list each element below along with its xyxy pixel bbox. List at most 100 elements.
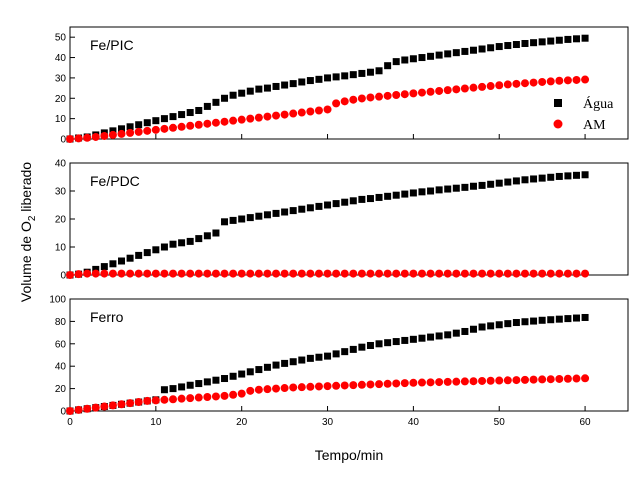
data-point xyxy=(418,188,426,196)
y-tick-label: 10 xyxy=(55,114,67,125)
y-tick-label: 30 xyxy=(55,73,67,84)
data-point xyxy=(169,240,177,248)
data-point xyxy=(289,269,298,278)
plot-frame xyxy=(69,26,629,140)
y-tick-label: 40 xyxy=(55,362,67,373)
data-point xyxy=(555,172,563,180)
data-point xyxy=(349,95,358,104)
data-point xyxy=(486,376,495,385)
y-tick-label: 20 xyxy=(55,94,67,105)
data-point xyxy=(229,91,237,99)
data-point xyxy=(246,386,255,395)
data-point xyxy=(529,78,538,87)
data-point xyxy=(272,269,281,278)
data-point xyxy=(452,329,460,337)
data-point xyxy=(401,56,409,64)
data-point xyxy=(427,187,435,195)
data-point xyxy=(564,35,572,43)
data-point xyxy=(109,127,117,135)
data-point xyxy=(357,269,366,278)
data-point xyxy=(212,376,220,384)
data-point xyxy=(349,269,358,278)
data-point xyxy=(530,175,538,183)
data-point xyxy=(246,87,254,95)
data-point xyxy=(521,39,529,47)
data-point xyxy=(297,108,306,117)
data-point xyxy=(572,171,580,179)
data-point xyxy=(392,338,400,346)
data-point xyxy=(435,332,443,340)
y-tick-label: 40 xyxy=(55,159,67,170)
data-point xyxy=(74,134,83,143)
data-point xyxy=(581,171,589,179)
data-point xyxy=(195,235,203,243)
data-point xyxy=(392,269,401,278)
data-point xyxy=(547,316,555,324)
data-point xyxy=(237,269,246,278)
data-point xyxy=(263,363,271,371)
data-point xyxy=(108,401,117,410)
data-point xyxy=(366,269,375,278)
data-point xyxy=(324,201,332,209)
data-point xyxy=(392,58,400,66)
x-tick-label: 40 xyxy=(408,417,420,428)
data-point xyxy=(237,389,246,398)
legend-label: AM xyxy=(583,118,606,133)
data-point xyxy=(392,379,401,388)
data-point xyxy=(460,269,469,278)
data-point xyxy=(272,209,280,217)
data-point xyxy=(212,98,220,106)
data-point xyxy=(444,185,452,193)
data-point xyxy=(366,341,374,349)
data-point xyxy=(160,115,168,123)
data-point xyxy=(564,315,572,323)
data-point xyxy=(452,377,461,386)
data-point xyxy=(211,269,220,278)
data-point xyxy=(297,383,306,392)
data-point xyxy=(254,269,263,278)
data-point xyxy=(487,44,495,52)
data-point xyxy=(521,318,529,326)
data-point xyxy=(178,383,186,391)
data-point xyxy=(469,269,478,278)
panel-ferro: 0 20 40 60 80 100 0 10 20 30 40 50 60 Ferro xyxy=(49,295,629,428)
data-point xyxy=(169,113,177,121)
legend: Água AM xyxy=(553,95,614,133)
data-point xyxy=(255,212,263,220)
data-point xyxy=(572,314,580,322)
data-point xyxy=(118,257,126,265)
y-axis-label: Volume de O2 liberado xyxy=(18,162,38,302)
data-point xyxy=(229,116,238,125)
data-point xyxy=(409,89,418,98)
data-point xyxy=(117,400,126,409)
data-point xyxy=(160,243,168,251)
x-tick-label: 0 xyxy=(67,417,73,428)
panel-fe-pic: 0 10 20 30 40 50 Fe/PIC xyxy=(55,26,629,146)
data-point xyxy=(91,132,100,141)
data-point xyxy=(272,361,280,369)
legend-label: Água xyxy=(583,95,614,112)
data-point xyxy=(452,49,460,57)
y-tick-label: 0 xyxy=(60,407,66,418)
data-point xyxy=(469,182,477,190)
data-point xyxy=(478,269,487,278)
y-tick-label: 80 xyxy=(55,317,67,328)
data-point xyxy=(383,269,392,278)
data-point xyxy=(375,193,383,201)
data-point xyxy=(581,34,589,42)
data-point xyxy=(555,36,563,44)
data-point xyxy=(281,208,289,216)
y-axis-label-sub: 2 xyxy=(27,215,38,221)
data-point xyxy=(211,392,220,401)
panel-title: Fe/PDC xyxy=(90,173,140,189)
data-point xyxy=(400,269,409,278)
data-point xyxy=(520,269,529,278)
data-point xyxy=(555,76,564,85)
data-point xyxy=(272,82,280,90)
data-point xyxy=(100,402,109,411)
data-point xyxy=(263,269,272,278)
data-point xyxy=(169,385,177,393)
data-point xyxy=(238,215,246,223)
data-point xyxy=(203,232,211,240)
data-point xyxy=(194,393,203,402)
